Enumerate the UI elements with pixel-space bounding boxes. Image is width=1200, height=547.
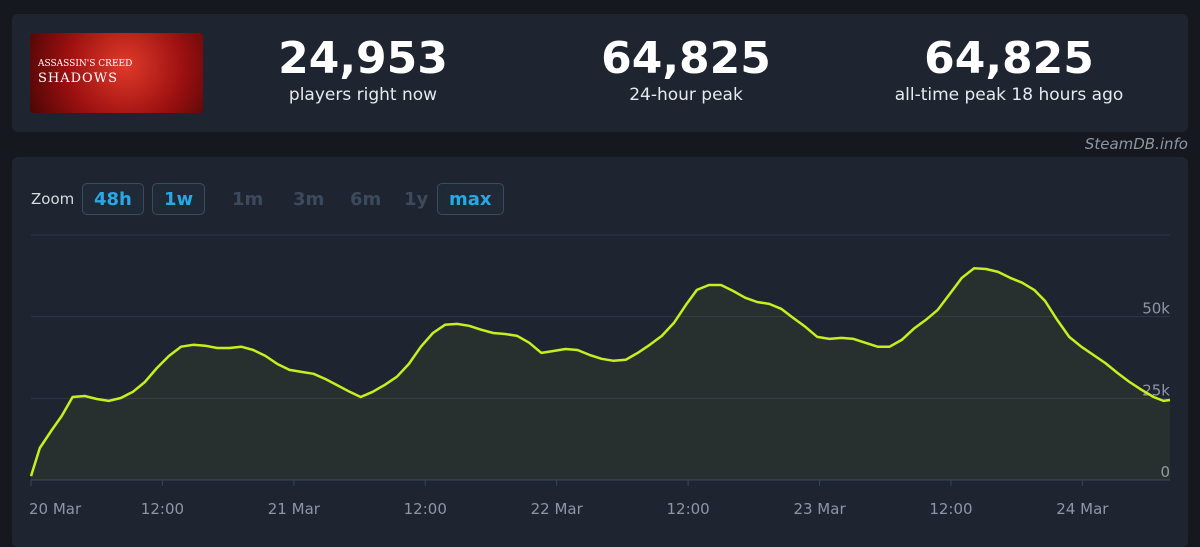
stat-label: players right now: [288, 85, 438, 105]
x-tick-label: 12:00: [666, 500, 709, 518]
source: SteamDB.info: [1084, 135, 1188, 153]
x-tick-label: 22 Mar: [531, 500, 584, 518]
zoom-button[interactable]: 6m: [350, 189, 382, 210]
stat-value: 64,825: [924, 33, 1094, 84]
x-tick-label: 12:00: [141, 500, 184, 518]
x-tick-label: 24 Mar: [1056, 500, 1109, 518]
zoom-button[interactable]: 1y: [404, 189, 429, 210]
line: [29, 267, 1171, 477]
zoom-button[interactable]: max: [437, 183, 504, 215]
image-text: SHADOWS: [38, 71, 118, 86]
x-tick-label: 21 Mar: [268, 500, 321, 518]
stats-panel: [12, 14, 1188, 132]
stat-value: 64,825: [601, 33, 771, 84]
x-tick-label: 23 Mar: [793, 500, 846, 518]
image-text: ASSASSIN'S CREED: [38, 59, 133, 69]
zoom-button[interactable]: 1m: [232, 189, 264, 210]
game-image: ASSASSIN'S CREED SHADOWS: [30, 33, 203, 113]
zoom-label: Zoom: [31, 190, 75, 208]
zoom-button[interactable]: 3m: [293, 189, 325, 210]
stat: 64,825 24-hour peak: [526, 34, 846, 106]
stat-value: 24,953: [278, 33, 448, 84]
y-tick-label: 0: [1160, 463, 1170, 481]
x-tick-label: 20 Mar: [29, 500, 82, 518]
y-tick-label: 50k: [1142, 300, 1170, 318]
chart-panel: [12, 157, 1188, 547]
stat-label: 24-hour peak: [629, 85, 743, 105]
zoom-button[interactable]: 48h: [82, 183, 144, 215]
stat-label: all-time peak 18 hours ago: [894, 85, 1124, 105]
stat: 64,825 all-time peak 18 hours ago: [849, 34, 1169, 106]
zoom-button[interactable]: 1w: [152, 183, 206, 215]
area: [31, 268, 1170, 480]
x-tick-label: 12:00: [404, 500, 447, 518]
stat: 24,953 players right now: [203, 34, 523, 106]
x-tick-label: 12:00: [929, 500, 972, 518]
